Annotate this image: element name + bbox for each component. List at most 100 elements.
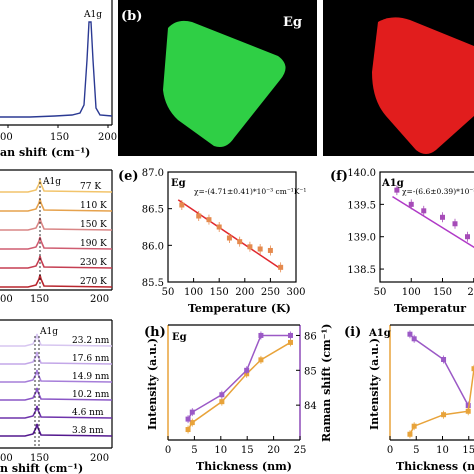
i-data-point <box>407 431 413 437</box>
spectrum-label: 150 K <box>80 220 107 230</box>
h-data-point <box>258 332 264 338</box>
f-y-tick-label: 140.0 <box>347 168 376 179</box>
panel-d-spectra <box>0 179 113 288</box>
panel-i-label: (i) <box>344 325 361 340</box>
panel-c: (c) <box>323 0 474 156</box>
h-data-point <box>189 420 195 426</box>
panel-b-label: (b) <box>121 9 142 24</box>
panel-h-right-y-label: Raman shift (cm⁻¹) <box>320 324 333 443</box>
spectrum-line <box>0 179 113 193</box>
spectrum-line <box>0 369 113 383</box>
panel-g: A1g 23.2 nm 17.6 nm 14.9 nm 10.2 nm 4.6 nm 3.… <box>0 319 113 474</box>
spectrum-label: 77 K <box>80 182 101 192</box>
h-x-tick-label: 10 <box>214 445 227 456</box>
spectrum-label: 23.2 nm <box>72 336 110 346</box>
i-data-point <box>471 366 474 372</box>
panel-h: (h) 0 5 10 15 20 25 84 85 86 Eg Intensity (a.u.… <box>144 324 333 474</box>
f-data-point <box>465 234 470 240</box>
panel-e-label: (e) <box>118 169 139 184</box>
panel-h-left-y-label: Intensity (a.u.) <box>146 338 159 430</box>
spectrum-line <box>0 387 113 401</box>
spectrum-label: 10.2 nm <box>72 390 110 400</box>
h-data-point <box>244 367 250 373</box>
panel-a-tick-label: 00 <box>0 132 13 143</box>
f-x-tick-label: 150 <box>433 287 452 298</box>
e-data-point <box>247 244 253 250</box>
e-x-tick-label: 150 <box>210 287 229 298</box>
h-series-line <box>187 341 291 430</box>
e-x-tick-label: 50 <box>162 287 175 298</box>
f-data-point <box>421 208 427 214</box>
i-data-point <box>441 357 447 362</box>
panel-a: A1g 00 150 200 an shift (cm⁻¹) <box>0 0 117 159</box>
spectrum-label: 110 K <box>80 201 107 211</box>
e-data-point <box>278 264 284 270</box>
panel-a-tick-label: 200 <box>98 132 117 143</box>
spectrum-label: 4.6 nm <box>72 408 104 418</box>
e-x-tick-label: 100 <box>184 287 203 298</box>
panel-a-tick-label: 150 <box>50 132 69 143</box>
h-series-line <box>187 334 291 420</box>
i-series-line <box>409 368 474 435</box>
panel-g-spectra <box>0 333 113 437</box>
h-x-tick-label: 25 <box>294 445 307 456</box>
spectrum-line <box>0 198 113 212</box>
spectrum-label: 230 K <box>80 258 107 268</box>
i-data-point <box>441 412 447 418</box>
f-y-tick-label: 138.5 <box>347 265 376 276</box>
f-y-tick-label: 139.5 <box>347 200 376 211</box>
spectrum-line <box>0 405 113 419</box>
panel-i-left-y-label: Intensity (a.u.) <box>368 338 381 430</box>
panel-e-equation: χ=-(4.71±0.41)*10⁻³ cm⁻¹K⁻¹ <box>194 187 306 196</box>
i-x-tick-label: 0 <box>387 445 393 456</box>
i-x-tick-label: 5 <box>413 445 419 456</box>
panel-d-tick-label: 200 <box>90 294 109 305</box>
panel-c-label: (c) <box>326 9 346 24</box>
h-y-tick-label: 84 <box>304 401 317 412</box>
h-y-tick-label: 85 <box>304 366 317 377</box>
i-data-point <box>407 331 413 337</box>
f-data-point <box>452 221 458 227</box>
i-series-line <box>409 333 469 406</box>
panel-e-marks <box>177 199 284 273</box>
h-data-point <box>287 332 293 338</box>
f-data-point <box>440 214 445 220</box>
e-data-point <box>179 202 185 208</box>
e-y-tick-label: 87.0 <box>142 168 164 179</box>
h-data-point <box>219 392 225 398</box>
spectrum-label: 17.6 nm <box>72 354 110 364</box>
f-y-tick-label: 139.0 <box>347 233 376 244</box>
panel-i-mode: A1g <box>368 328 391 339</box>
panel-f-mode: A1g <box>381 178 404 189</box>
panel-a-spectrum-line <box>0 21 113 118</box>
i-data-point <box>411 423 417 429</box>
h-x-tick-label: 0 <box>165 445 171 456</box>
f-x-tick-label: 100 <box>402 287 421 298</box>
e-data-point <box>226 235 232 241</box>
h-data-point <box>185 427 191 433</box>
panel-c-flake <box>372 17 474 154</box>
spectrum-line <box>0 217 113 231</box>
spectrum-label: 3.8 nm <box>72 426 104 436</box>
h-x-tick-label: 5 <box>191 445 197 456</box>
e-data-point <box>206 217 212 223</box>
e-y-tick-label: 85.5 <box>142 278 164 289</box>
h-data-point <box>258 357 264 363</box>
panel-f-x-label: Temperatur <box>394 302 466 315</box>
h-x-tick-label: 20 <box>267 445 280 456</box>
panel-d-tick-label: 150 <box>30 294 49 305</box>
panel-h-x-label: Thickness (nm) <box>196 460 292 473</box>
panel-i-marks <box>407 330 474 439</box>
e-data-point <box>196 213 202 219</box>
panel-a-peak-label: A1g <box>83 10 102 20</box>
e-x-tick-label: 250 <box>261 287 280 298</box>
e-data-point <box>257 246 263 252</box>
spectrum-label: 14.9 nm <box>72 372 110 382</box>
panel-b-flake <box>163 20 286 147</box>
spectrum-line <box>0 333 113 347</box>
f-data-point <box>408 201 414 207</box>
e-data-point <box>237 239 243 245</box>
h-y-tick-label: 86 <box>304 331 317 342</box>
h-data-point <box>189 409 195 415</box>
i-data-point <box>465 408 471 414</box>
